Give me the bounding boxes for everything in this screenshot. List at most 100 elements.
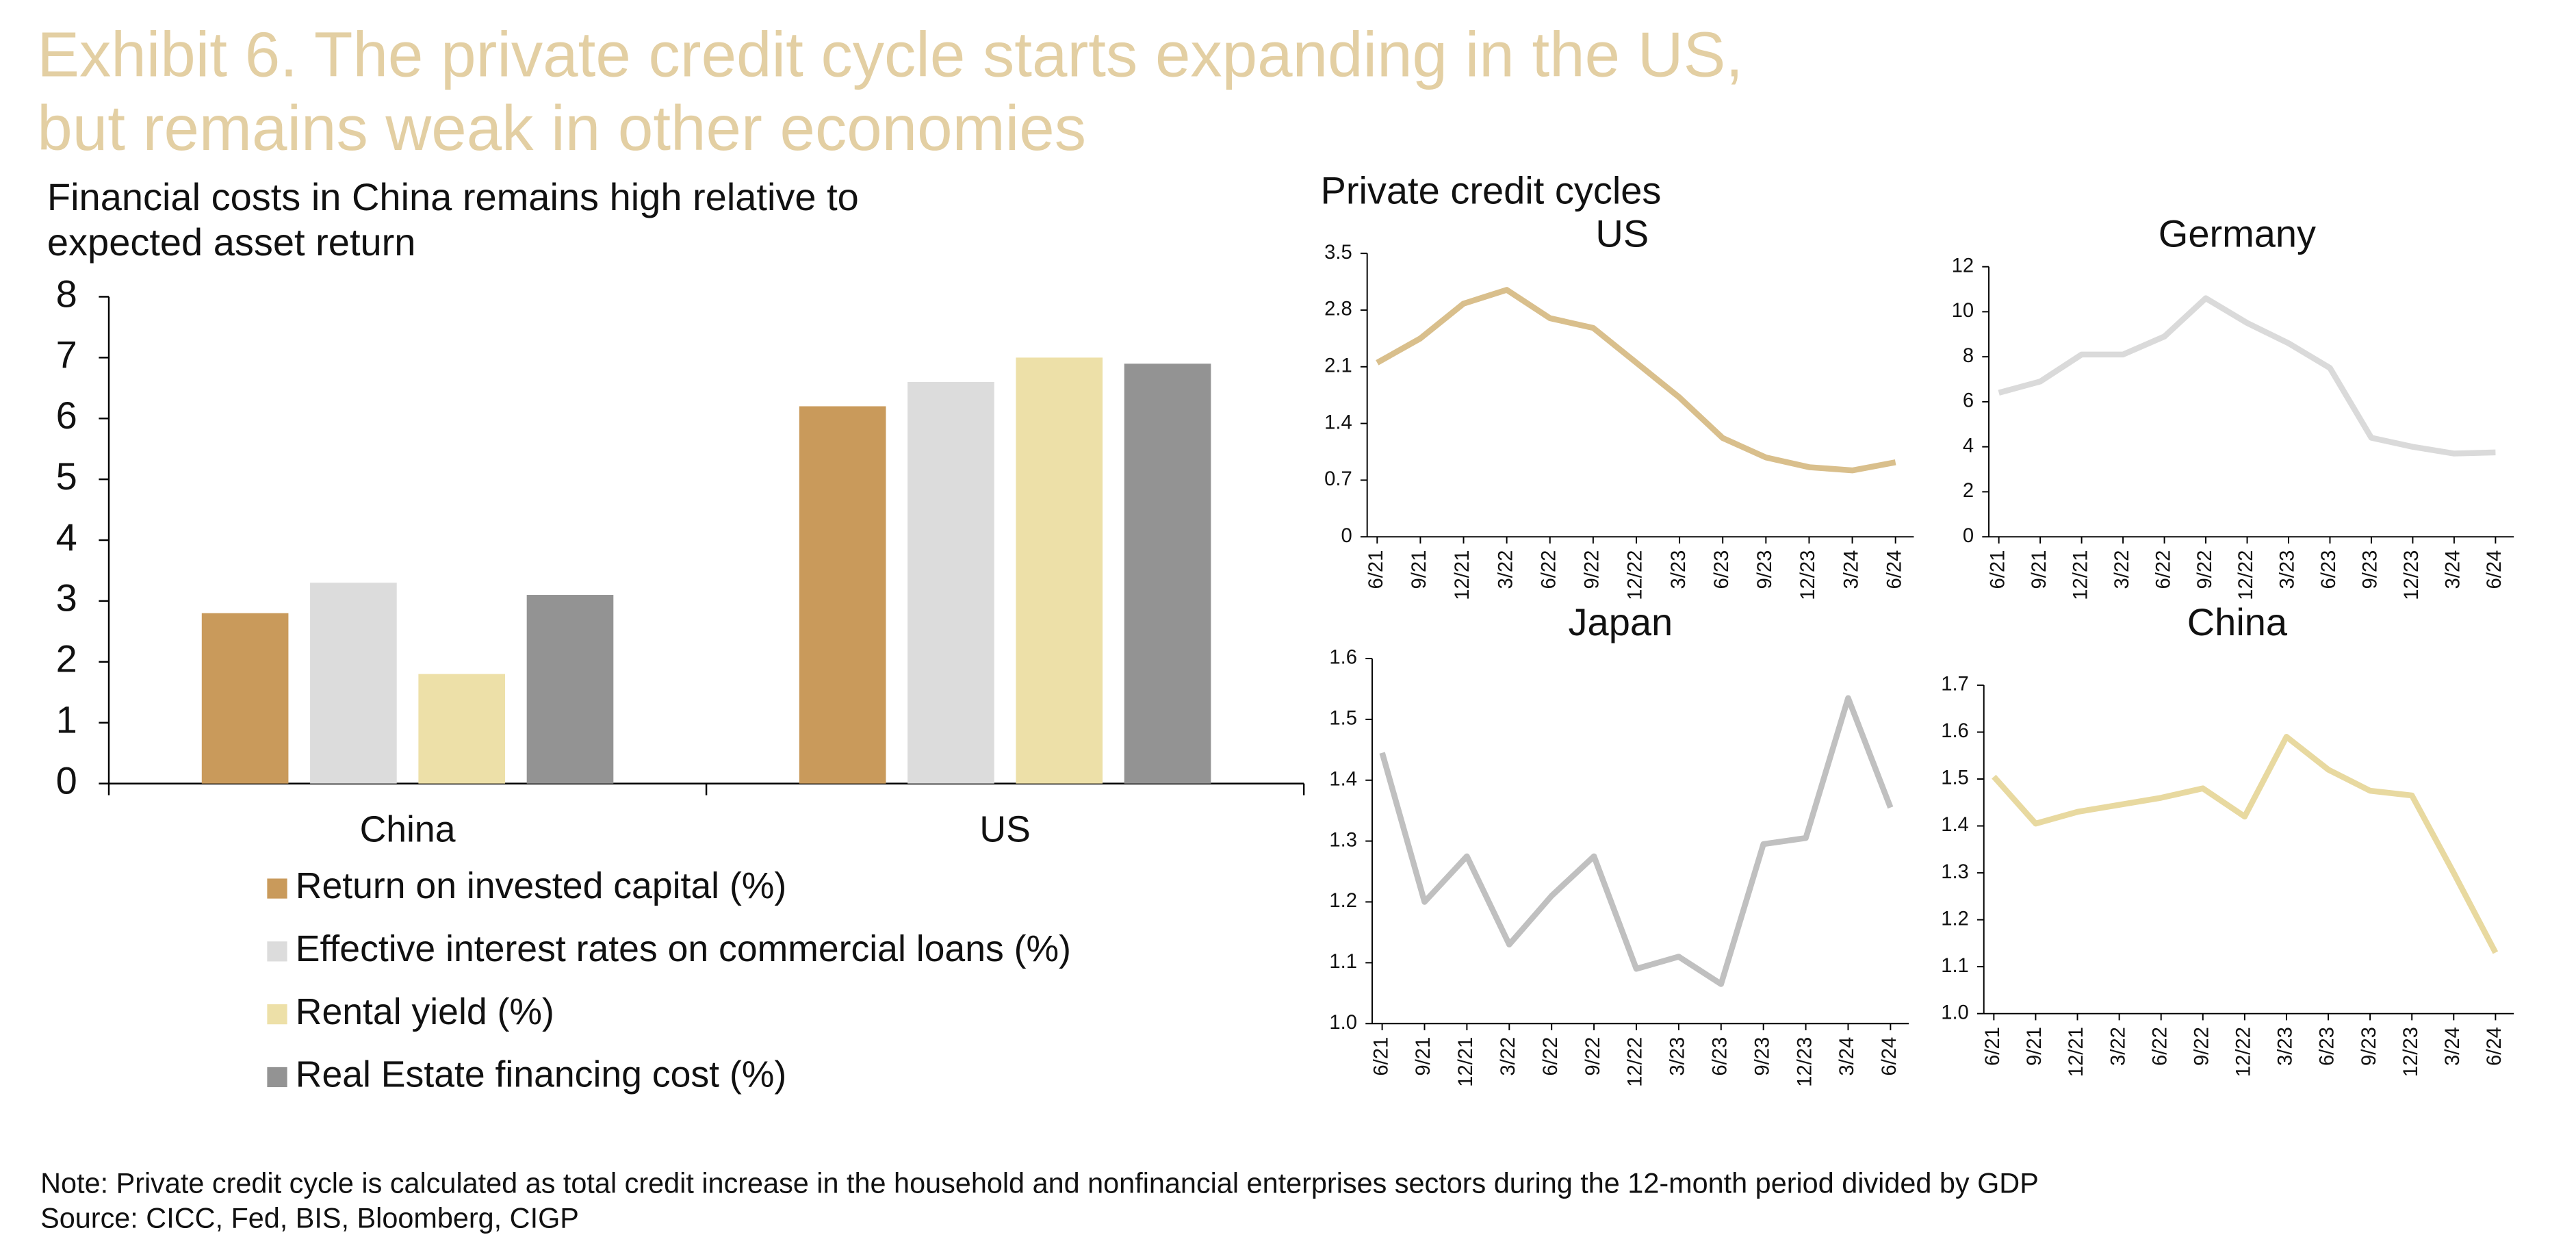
y-tick-label: 2 bbox=[56, 637, 77, 680]
y-tick-label: 8 bbox=[56, 272, 77, 315]
x-tick-label: 3/22 bbox=[2111, 550, 2133, 589]
x-tick-label: 6/21 bbox=[1365, 550, 1387, 589]
x-tick-label: 9/21 bbox=[2028, 550, 2050, 589]
x-tick-label: 9/22 bbox=[2194, 550, 2216, 589]
y-tick-label: 1.5 bbox=[1941, 767, 1969, 789]
y-tick-label: 2.8 bbox=[1324, 298, 1352, 320]
y-tick-label: 2.1 bbox=[1324, 355, 1352, 377]
x-tick-label: 6/21 bbox=[1370, 1037, 1392, 1076]
bar bbox=[418, 674, 506, 784]
line bbox=[1998, 295, 2496, 457]
x-tick-label: 12/23 bbox=[1797, 550, 1819, 600]
line bbox=[1376, 287, 1896, 474]
bar bbox=[907, 381, 994, 784]
x-tick-label: 6/23 bbox=[1709, 1037, 1731, 1076]
y-tick-label: 1.4 bbox=[1941, 814, 1969, 836]
bar bbox=[201, 613, 289, 784]
y-tick-label: 1.4 bbox=[1324, 411, 1352, 433]
legend-label: Return on invested capital (%) bbox=[296, 866, 787, 906]
y-tick-label: 1.3 bbox=[1941, 861, 1969, 883]
chart-title: Germany bbox=[2159, 212, 2316, 255]
x-tick-label: 3/23 bbox=[1668, 550, 1690, 589]
y-tick-label: 2 bbox=[1963, 480, 1974, 502]
x-tick-label: 6/23 bbox=[2318, 550, 2340, 589]
x-tick-label: 6/22 bbox=[1540, 1037, 1562, 1076]
y-tick-label: 1.6 bbox=[1329, 647, 1357, 669]
x-tick-label: 3/24 bbox=[2442, 1027, 2464, 1066]
y-tick-label: 1.2 bbox=[1941, 908, 1969, 930]
bar bbox=[1124, 364, 1211, 784]
x-tick-label: 3/23 bbox=[2277, 550, 2299, 589]
x-tick-label: 6/23 bbox=[2317, 1027, 2339, 1066]
x-tick-label: 6/21 bbox=[1987, 550, 2009, 589]
x-tick-label: 12/22 bbox=[1625, 1037, 1647, 1087]
x-tick-label: 9/22 bbox=[1582, 550, 1603, 589]
y-tick-label: 1.1 bbox=[1941, 955, 1969, 977]
y-tick-label: 0.7 bbox=[1324, 468, 1352, 490]
x-tick-label: 9/23 bbox=[1754, 550, 1776, 589]
y-tick-label: 6 bbox=[56, 394, 77, 437]
x-tick-label: 3/24 bbox=[1840, 550, 1862, 589]
chart-title: US bbox=[1595, 212, 1649, 255]
legend-swatch bbox=[267, 941, 287, 962]
x-tick-label: 6/22 bbox=[2152, 550, 2174, 589]
bar bbox=[310, 583, 397, 784]
y-tick-label: 0 bbox=[1963, 525, 1974, 547]
x-tick-label: 12/21 bbox=[1455, 1037, 1477, 1087]
y-tick-label: 7 bbox=[56, 333, 77, 376]
y-tick-label: 3.5 bbox=[1324, 242, 1352, 264]
legend-swatch bbox=[267, 878, 287, 899]
x-tick-label: 6/21 bbox=[1982, 1027, 2004, 1066]
x-tick-label: 12/21 bbox=[2065, 1027, 2087, 1077]
x-tick-label: 12/23 bbox=[2401, 550, 2423, 600]
y-tick-label: 1.5 bbox=[1329, 708, 1357, 730]
x-tick-label: 3/22 bbox=[1495, 550, 1517, 589]
y-tick-label: 3 bbox=[56, 576, 77, 620]
x-tick-label: 6/24 bbox=[1879, 1037, 1901, 1076]
x-tick-label: 9/22 bbox=[1582, 1037, 1604, 1076]
y-tick-label: 1.2 bbox=[1329, 890, 1357, 912]
x-tick-label: US bbox=[979, 809, 1030, 850]
legend-label: Effective interest rates on commercial l… bbox=[296, 929, 1071, 969]
x-tick-label: 12/21 bbox=[1452, 550, 1473, 600]
x-tick-label: 9/23 bbox=[2358, 1027, 2380, 1066]
legend-swatch bbox=[267, 1004, 287, 1025]
x-tick-label: 3/23 bbox=[1667, 1037, 1689, 1076]
x-tick-label: 3/22 bbox=[1497, 1037, 1519, 1076]
x-tick-label: 6/22 bbox=[2149, 1027, 2171, 1066]
chart-subtitle: Financial costs in China remains high re… bbox=[47, 175, 859, 264]
x-tick-label: 6/22 bbox=[1538, 550, 1560, 589]
x-tick-label: 9/23 bbox=[2360, 550, 2382, 589]
x-tick-label: 6/24 bbox=[2484, 550, 2506, 589]
x-tick-label: 6/24 bbox=[2484, 1027, 2506, 1066]
y-tick-label: 1 bbox=[56, 698, 77, 741]
y-tick-label: 5 bbox=[56, 455, 77, 498]
chart-title: China bbox=[2187, 600, 2288, 643]
x-tick-label: 12/22 bbox=[2233, 1027, 2255, 1077]
x-tick-label: 9/21 bbox=[1413, 1037, 1434, 1076]
bar bbox=[1016, 357, 1103, 784]
chart-title: Japan bbox=[1569, 600, 1673, 643]
y-tick-label: 6 bbox=[1963, 390, 1974, 412]
x-tick-label: 3/24 bbox=[1836, 1037, 1858, 1076]
x-tick-label: 12/23 bbox=[1794, 1037, 1816, 1087]
x-tick-label: 12/22 bbox=[2235, 550, 2257, 600]
y-tick-label: 10 bbox=[1952, 300, 1974, 322]
x-tick-label: 3/24 bbox=[2443, 550, 2464, 589]
x-tick-label: 9/21 bbox=[2024, 1027, 2046, 1066]
page-title: Exhibit 6. The private credit cycle star… bbox=[37, 19, 1743, 164]
y-tick-label: 12 bbox=[1952, 255, 1974, 277]
y-tick-label: 4 bbox=[1963, 435, 1974, 457]
line bbox=[1992, 734, 2499, 954]
source: Source: CICC, Fed, BIS, Bloomberg, CIGP bbox=[40, 1203, 579, 1234]
x-tick-label: 9/23 bbox=[1751, 1037, 1773, 1076]
bar bbox=[799, 406, 886, 784]
y-tick-label: 1.0 bbox=[1329, 1012, 1357, 1034]
x-tick-label: 12/22 bbox=[1625, 550, 1647, 600]
y-tick-label: 4 bbox=[56, 515, 77, 559]
line bbox=[1379, 695, 1894, 987]
x-tick-label: 3/23 bbox=[2275, 1027, 2297, 1066]
y-tick-label: 1.7 bbox=[1941, 674, 1969, 696]
y-tick-label: 1.4 bbox=[1329, 768, 1357, 790]
